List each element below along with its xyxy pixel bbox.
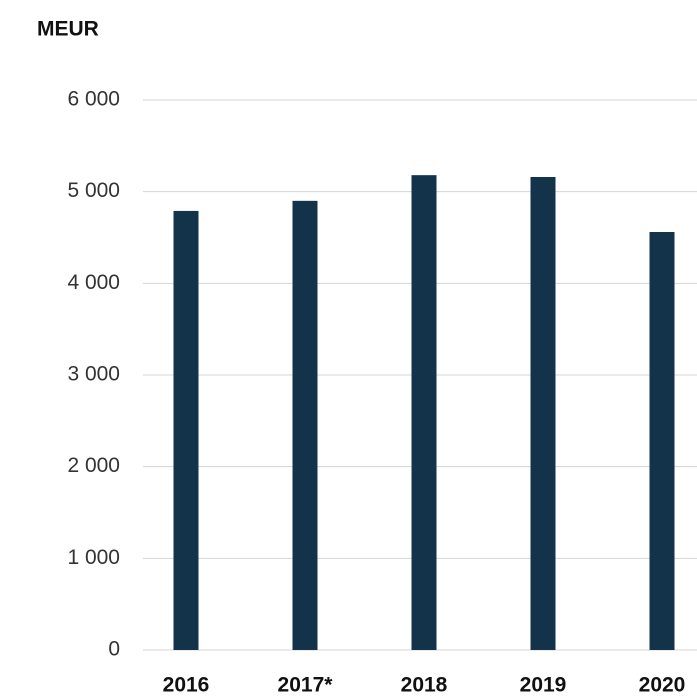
bar	[649, 232, 675, 650]
y-tick-label: 1 000	[67, 546, 120, 569]
x-tick-label: 2020	[639, 674, 686, 697]
y-tick-label: 4 000	[67, 271, 120, 294]
y-tick-label: 0	[108, 638, 120, 661]
x-tick-label: 2016	[163, 674, 210, 697]
x-tick-label: 2019	[520, 674, 567, 697]
bar	[411, 175, 437, 650]
y-tick-label: 3 000	[67, 363, 120, 386]
y-axis-label: MEUR	[37, 18, 99, 41]
bar	[530, 177, 556, 650]
y-tick-label: 6 000	[67, 88, 120, 111]
y-tick-label: 2 000	[67, 454, 120, 477]
bar	[173, 210, 199, 650]
bar	[292, 200, 318, 651]
y-tick-label: 5 000	[67, 179, 120, 202]
x-tick-label: 2018	[401, 674, 448, 697]
x-tick-label: 2017*	[278, 674, 334, 697]
